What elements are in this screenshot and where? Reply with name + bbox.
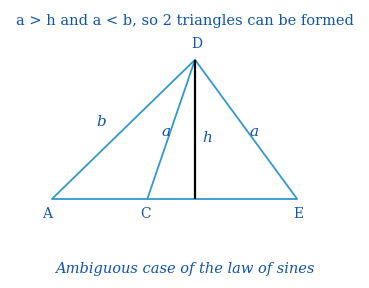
Text: h: h xyxy=(202,130,212,145)
Text: b: b xyxy=(97,115,107,129)
Text: a > h and a < b, so 2 triangles can be formed: a > h and a < b, so 2 triangles can be f… xyxy=(15,14,354,29)
Text: C: C xyxy=(141,207,151,221)
Text: a: a xyxy=(162,125,171,139)
Text: E: E xyxy=(293,207,304,221)
Text: Ambiguous case of the law of sines: Ambiguous case of the law of sines xyxy=(55,262,314,276)
Text: D: D xyxy=(191,37,202,51)
Text: A: A xyxy=(42,207,52,221)
Text: a: a xyxy=(250,125,259,139)
